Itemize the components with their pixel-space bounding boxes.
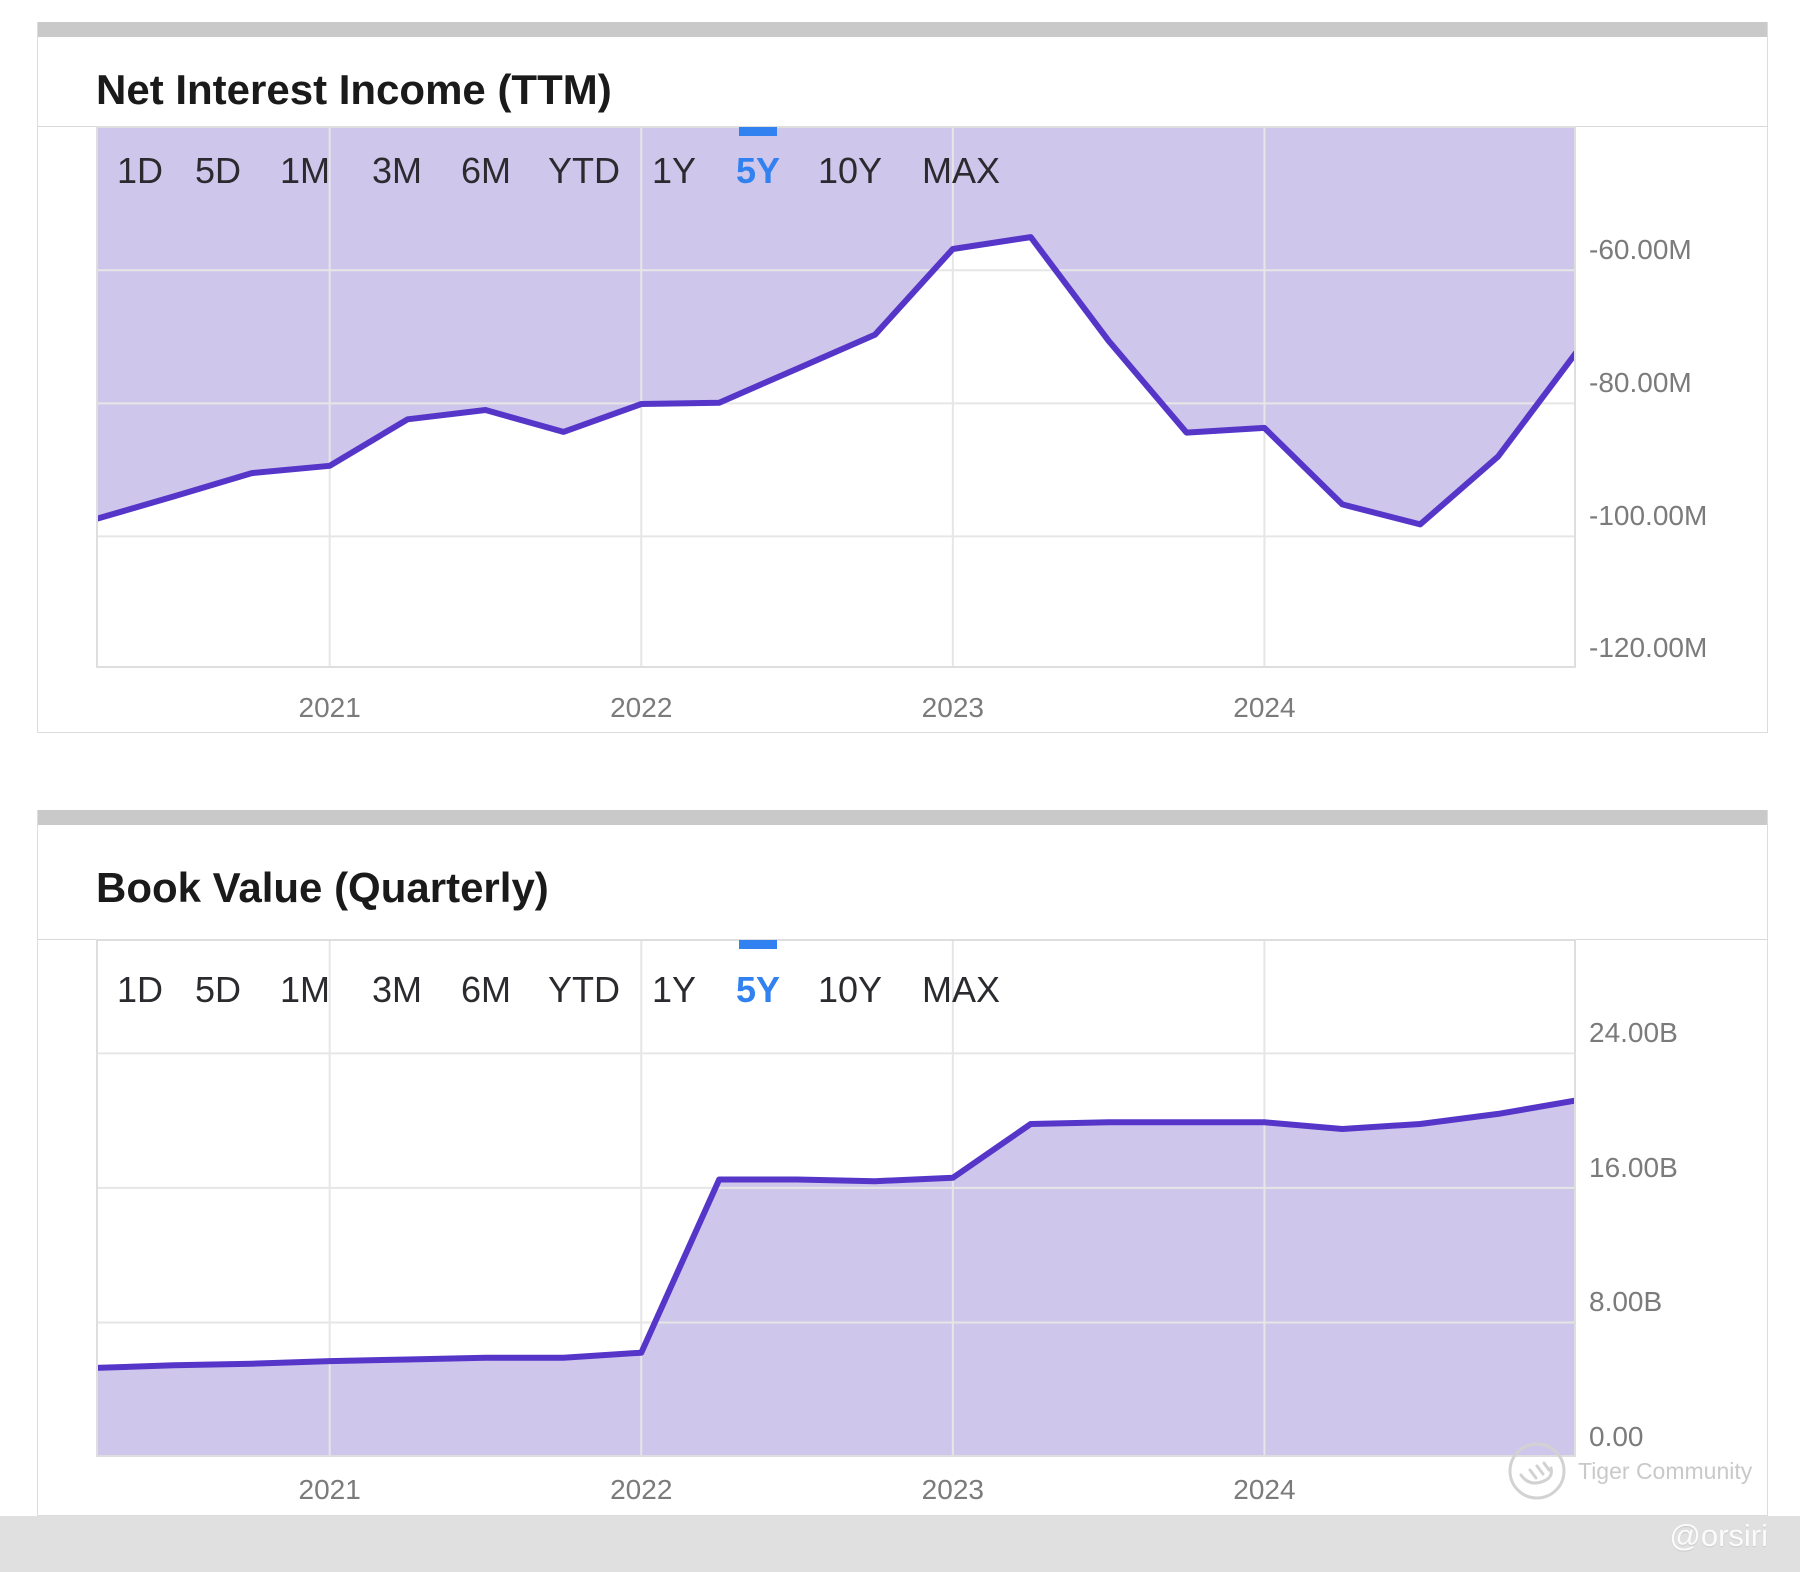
x-axis-label: 2021 — [298, 1474, 361, 1505]
y-axis-label: -120.00M — [1589, 632, 1708, 663]
y-axis-label: -60.00M — [1589, 234, 1692, 266]
area-fill — [96, 1100, 1576, 1457]
watermark-label: Tiger Community — [1578, 1457, 1753, 1484]
range-option-6m[interactable]: 6M — [460, 150, 512, 191]
range-option-ytd[interactable]: YTD — [548, 969, 620, 1010]
chart-canvas[interactable] — [96, 126, 1576, 668]
range-option-3m[interactable]: 3M — [371, 150, 423, 191]
x-axis-label: 2021 — [298, 692, 361, 723]
range-option-5d[interactable]: 5D — [194, 969, 242, 1010]
range-option-max[interactable]: MAX — [921, 969, 1001, 1010]
y-axis-label: -100.00M — [1589, 500, 1708, 532]
card-top-strip — [38, 22, 1767, 37]
plot-border — [96, 126, 1576, 668]
range-option-1y[interactable]: 1Y — [651, 150, 697, 191]
x-axis-label: 2022 — [610, 1474, 673, 1505]
y-axis-label: 16.00B — [1589, 1151, 1678, 1183]
range-option-1m[interactable]: 1M — [279, 150, 331, 191]
y-axis-label: 24.00B — [1589, 1017, 1678, 1049]
chart-canvas[interactable] — [96, 939, 1576, 1457]
chart-title: Book Value (Quarterly) — [96, 864, 549, 911]
data-line — [96, 1097, 1576, 1371]
selected-range-indicator — [739, 940, 777, 949]
x-axis-label: 2022 — [610, 692, 673, 723]
range-option-5y[interactable]: 5Y — [735, 969, 781, 1010]
range-option-1m[interactable]: 1M — [279, 969, 331, 1010]
card-top-strip — [38, 810, 1767, 825]
range-option-5y[interactable]: 5Y — [735, 150, 781, 191]
range-option-5d[interactable]: 5D — [194, 150, 242, 191]
page-footer: @orsiri — [0, 1516, 1800, 1572]
range-option-1y[interactable]: 1Y — [651, 969, 697, 1010]
range-option-max[interactable]: MAX — [921, 150, 1001, 191]
y-axis-label: -80.00M — [1589, 367, 1692, 399]
range-option-10y[interactable]: 10Y — [817, 969, 883, 1010]
chart-plot-area[interactable] — [96, 939, 1576, 1457]
tiger-logo-icon — [1508, 1442, 1566, 1500]
chart-card-book-value: Book Value (Quarterly) 1D 5D 1M 3M 6M YTD 1Y 5Y… — [37, 810, 1768, 1516]
user-handle: @orsiri — [1669, 1518, 1768, 1553]
plot-border — [96, 939, 1576, 1457]
x-axis-label: 2024 — [1233, 692, 1296, 723]
data-line — [96, 234, 1576, 528]
y-axis-label: 0.00 — [1589, 1421, 1644, 1452]
range-option-10y[interactable]: 10Y — [817, 150, 883, 191]
range-option-ytd[interactable]: YTD — [548, 150, 620, 191]
range-option-1d[interactable]: 1D — [116, 969, 164, 1010]
range-option-1d[interactable]: 1D — [116, 150, 164, 191]
area-fill — [96, 126, 1576, 525]
y-axis-label: 8.00B — [1589, 1286, 1663, 1318]
x-axis-label: 2024 — [1233, 1474, 1296, 1505]
chart-plot-area[interactable] — [96, 126, 1576, 668]
selected-range-indicator — [739, 127, 777, 136]
range-option-6m[interactable]: 6M — [460, 969, 512, 1010]
chart-card-net-interest-income: Net Interest Income (TTM) 1D 5D 1M 3M 6M YTD 1… — [37, 22, 1768, 733]
x-axis-label: 2023 — [921, 1474, 984, 1505]
tiger-community-watermark: Tiger Community — [1506, 1440, 1752, 1502]
range-option-3m[interactable]: 3M — [371, 969, 423, 1010]
chart-title: Net Interest Income (TTM) — [96, 66, 612, 113]
x-axis-label: 2023 — [921, 692, 984, 723]
